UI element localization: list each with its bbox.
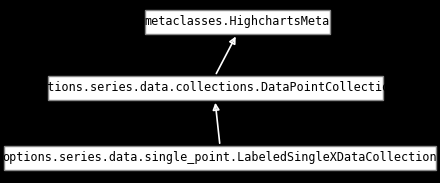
Text: metaclasses.HighchartsMeta: metaclasses.HighchartsMeta xyxy=(144,16,330,29)
Text: options.series.data.collections.DataPointCollection: options.series.data.collections.DataPoin… xyxy=(33,81,397,94)
FancyBboxPatch shape xyxy=(48,76,382,100)
FancyBboxPatch shape xyxy=(144,10,330,34)
FancyBboxPatch shape xyxy=(4,146,436,170)
Text: options.series.data.single_point.LabeledSingleXDataCollection: options.series.data.single_point.Labeled… xyxy=(3,152,437,165)
